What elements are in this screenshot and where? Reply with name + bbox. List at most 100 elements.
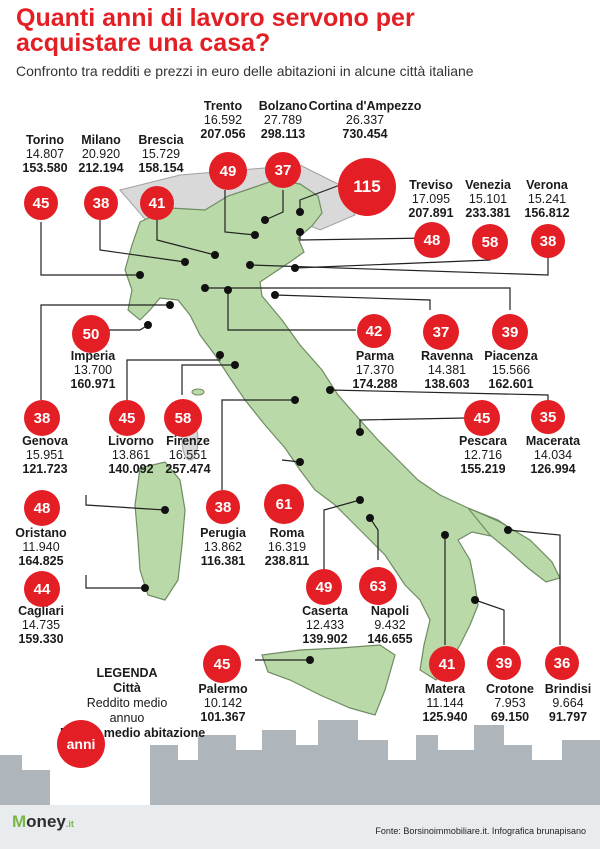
years-bubble-oristano: 48 xyxy=(24,490,60,526)
city-name: Venezia xyxy=(465,178,511,192)
city-price: 233.381 xyxy=(465,206,511,220)
dot-milano xyxy=(181,258,189,266)
city-price: 125.940 xyxy=(422,710,468,724)
dot-piacenza xyxy=(201,284,209,292)
dot-macerata xyxy=(326,386,334,394)
city-price: 116.381 xyxy=(200,554,246,568)
years-bubble-brindisi: 36 xyxy=(545,646,579,680)
dot-treviso xyxy=(296,228,304,236)
dot-parma xyxy=(224,286,232,294)
elba-island xyxy=(191,388,205,396)
city-income: 14.735 xyxy=(21,618,61,632)
dot-pescara xyxy=(356,428,364,436)
city-name: Cortina d'Ampezzo xyxy=(308,99,422,113)
years-bubble-imperia: 50 xyxy=(72,315,110,353)
city-income: 20.920 xyxy=(81,147,121,161)
years-bubble-crotone: 39 xyxy=(487,646,521,680)
connector-trento xyxy=(224,190,256,236)
city-label-perugia: Perugia 13.862 116.381 xyxy=(190,526,256,568)
connector-crotone xyxy=(474,599,505,645)
city-label-treviso: Treviso 17.095 207.891 xyxy=(398,178,464,220)
city-name: Verona xyxy=(526,178,568,192)
dot-roma xyxy=(296,458,304,466)
city-name: Imperia xyxy=(70,349,116,363)
years-bubble-genova: 38 xyxy=(24,400,60,436)
city-income: 12.433 xyxy=(305,618,345,632)
city-label-crotone: Crotone 7.953 69.150 xyxy=(477,682,543,724)
city-label-brescia: Brescia 15.729 158.154 xyxy=(128,133,194,175)
years-bubble-milano: 38 xyxy=(84,186,118,220)
city-label-genova: Genova 15.951 121.723 xyxy=(12,434,78,476)
city-name: Oristano xyxy=(15,526,67,540)
city-income: 16.319 xyxy=(267,540,307,554)
connector-milano xyxy=(99,220,186,263)
source-credit: Fonte: Borsinoimmobiliare.it. Infografic… xyxy=(375,826,586,836)
city-label-napoli: Napoli 9.432 146.655 xyxy=(357,604,423,646)
city-label-cagliari: Cagliari 14.735 159.330 xyxy=(8,604,74,646)
city-name: Firenze xyxy=(166,434,210,448)
city-label-palermo: Palermo 10.142 101.367 xyxy=(190,682,256,724)
years-bubble-parma: 42 xyxy=(357,314,391,348)
years-bubble-brescia: 41 xyxy=(140,186,174,220)
city-price: 91.797 xyxy=(548,710,588,724)
years-bubble-cortina-d-ampezzo: 115 xyxy=(338,158,396,216)
years-bubble-trento: 49 xyxy=(209,152,247,190)
dot-torino xyxy=(136,271,144,279)
city-price: 159.330 xyxy=(18,632,64,646)
years-bubble-macerata: 35 xyxy=(531,400,565,434)
years-bubble-verona: 38 xyxy=(531,224,565,258)
city-price: 126.994 xyxy=(530,462,576,476)
dot-palermo xyxy=(306,656,314,664)
city-income: 27.789 xyxy=(263,113,303,127)
dot-oristano xyxy=(161,506,169,514)
city-price: 155.219 xyxy=(460,462,506,476)
city-income: 13.861 xyxy=(111,448,151,462)
city-label-oristano: Oristano 11.940 164.825 xyxy=(8,526,74,568)
city-price: 257.474 xyxy=(165,462,211,476)
city-price: 146.655 xyxy=(367,632,413,646)
city-price: 162.601 xyxy=(488,377,534,391)
years-bubble-perugia: 38 xyxy=(206,490,240,524)
city-name: Macerata xyxy=(525,434,581,448)
city-name: Milano xyxy=(81,133,121,147)
city-name: Brescia xyxy=(138,133,184,147)
city-income: 14.381 xyxy=(427,363,467,377)
years-bubble-cagliari: 44 xyxy=(24,571,60,607)
city-income: 13.700 xyxy=(73,363,113,377)
city-income: 10.142 xyxy=(203,696,243,710)
city-income: 15.241 xyxy=(527,192,567,206)
italy-mainland xyxy=(124,179,511,681)
connector-napoli xyxy=(369,517,379,560)
connector-macerata xyxy=(329,389,549,402)
legend-title: LEGENDA xyxy=(96,666,158,680)
city-name: Pescara xyxy=(459,434,507,448)
city-label-matera: Matera 11.144 125.940 xyxy=(412,682,478,724)
city-price: 69.150 xyxy=(490,710,530,724)
years-bubble-pescara: 45 xyxy=(464,400,500,436)
connector-brescia xyxy=(156,220,216,256)
dot-brescia xyxy=(211,251,219,259)
city-name: Parma xyxy=(355,349,395,363)
connector-cagliari xyxy=(85,575,145,589)
connector-firenze xyxy=(181,364,235,395)
city-label-trento: Trento 16.592 207.056 xyxy=(190,99,256,141)
city-income: 9.664 xyxy=(552,696,584,710)
dot-livorno xyxy=(216,351,224,359)
city-income: 15.951 xyxy=(25,448,65,462)
city-label-ravenna: Ravenna 14.381 138.603 xyxy=(414,349,480,391)
city-name: Cagliari xyxy=(18,604,64,618)
footer-bar xyxy=(0,805,600,849)
city-name: Treviso xyxy=(409,178,453,192)
legend-city: Città xyxy=(113,681,141,695)
city-price: 101.367 xyxy=(200,710,246,724)
years-bubble-treviso: 48 xyxy=(414,222,450,258)
dot-ravenna xyxy=(271,291,279,299)
city-price: 164.825 xyxy=(18,554,64,568)
years-bubble-napoli: 63 xyxy=(359,567,397,605)
dot-trento xyxy=(251,231,259,239)
city-label-caserta: Caserta 12.433 139.902 xyxy=(292,604,358,646)
dot-bolzano xyxy=(261,216,269,224)
city-income: 13.862 xyxy=(203,540,243,554)
sicily xyxy=(261,644,396,716)
legend-bubble: anni xyxy=(57,720,105,768)
